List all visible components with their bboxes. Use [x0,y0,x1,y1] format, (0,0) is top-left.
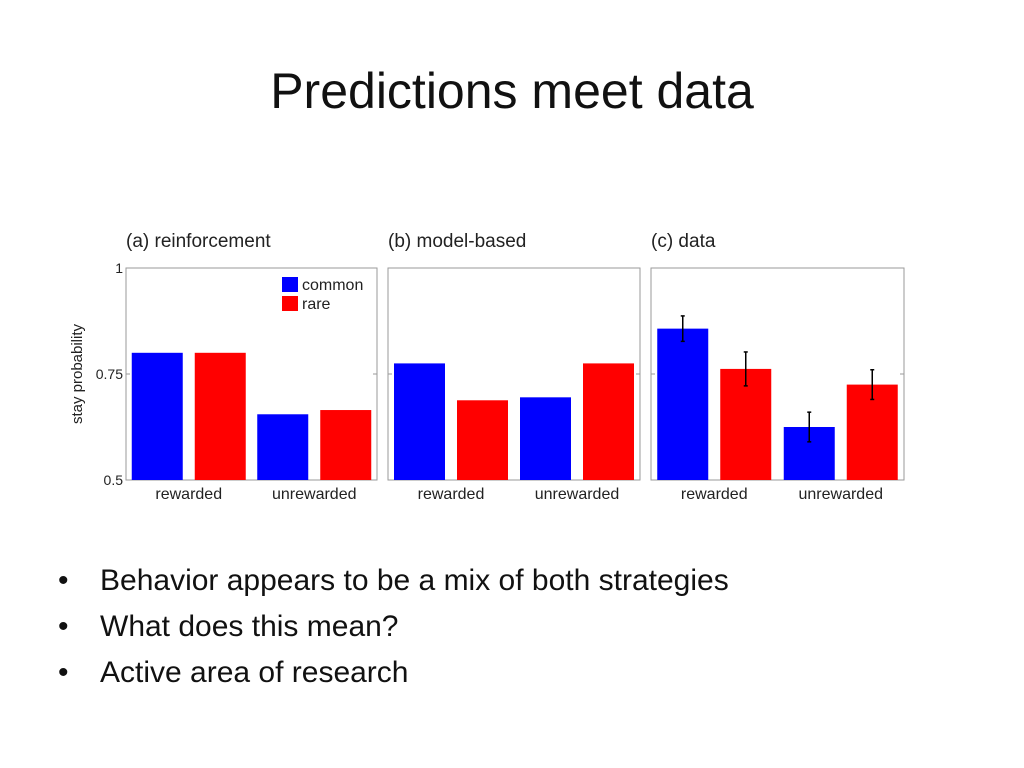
bar-rare-unrewarded [846,384,898,480]
y-tick-label: 0.5 [104,472,124,488]
y-axis-label: stay probability [69,323,86,424]
x-tick-label: rewarded [418,486,485,503]
bullet-text: Behavior appears to be a mix of both str… [100,564,729,597]
x-tick-label: rewarded [681,486,748,503]
panel-title-3: (c) data [651,231,716,252]
x-tick-label: unrewarded [535,486,620,503]
bar-rare-unrewarded [583,363,634,480]
y-tick-label: 1 [115,260,123,276]
bullet-icon: • [58,564,69,597]
bar-common-unrewarded [257,414,309,480]
legend-label-common: common [302,277,363,294]
figure: (a) reinforcement rewarded unrewarded 0.5 0.… [69,231,905,503]
y-tick-label: 0.75 [96,366,123,382]
legend-label-rare: rare [302,296,331,313]
panel-title-2: (b) model-based [388,231,526,252]
bar-rare-rewarded [457,400,508,480]
bullet-icon: • [58,610,69,643]
slide-title: Predictions meet data [270,63,754,119]
legend-swatch-common [282,277,298,292]
bullet-icon: • [58,656,69,689]
bar-rare-rewarded [194,352,246,480]
x-tick-label: rewarded [155,486,222,503]
bullet-text: Active area of research [100,656,409,689]
bar-common-unrewarded [520,397,571,480]
bullet-item: • Active area of research [58,650,729,696]
panel-title-1: (a) reinforcement [126,231,271,252]
bar-rare-unrewarded [320,410,372,480]
x-tick-label: unrewarded [799,486,884,503]
bullet-text: What does this mean? [100,610,399,643]
bullet-list: • Behavior appears to be a mix of both st… [58,558,729,696]
bar-common-rewarded [131,352,183,480]
bullet-item: • What does this mean? [58,604,729,650]
x-tick-label: unrewarded [272,486,357,503]
bar-common-rewarded [394,363,445,480]
bullet-item: • Behavior appears to be a mix of both st… [58,558,729,604]
bar-rare-rewarded [720,368,772,480]
legend-swatch-rare [282,296,298,311]
bar-common-rewarded [657,328,709,480]
